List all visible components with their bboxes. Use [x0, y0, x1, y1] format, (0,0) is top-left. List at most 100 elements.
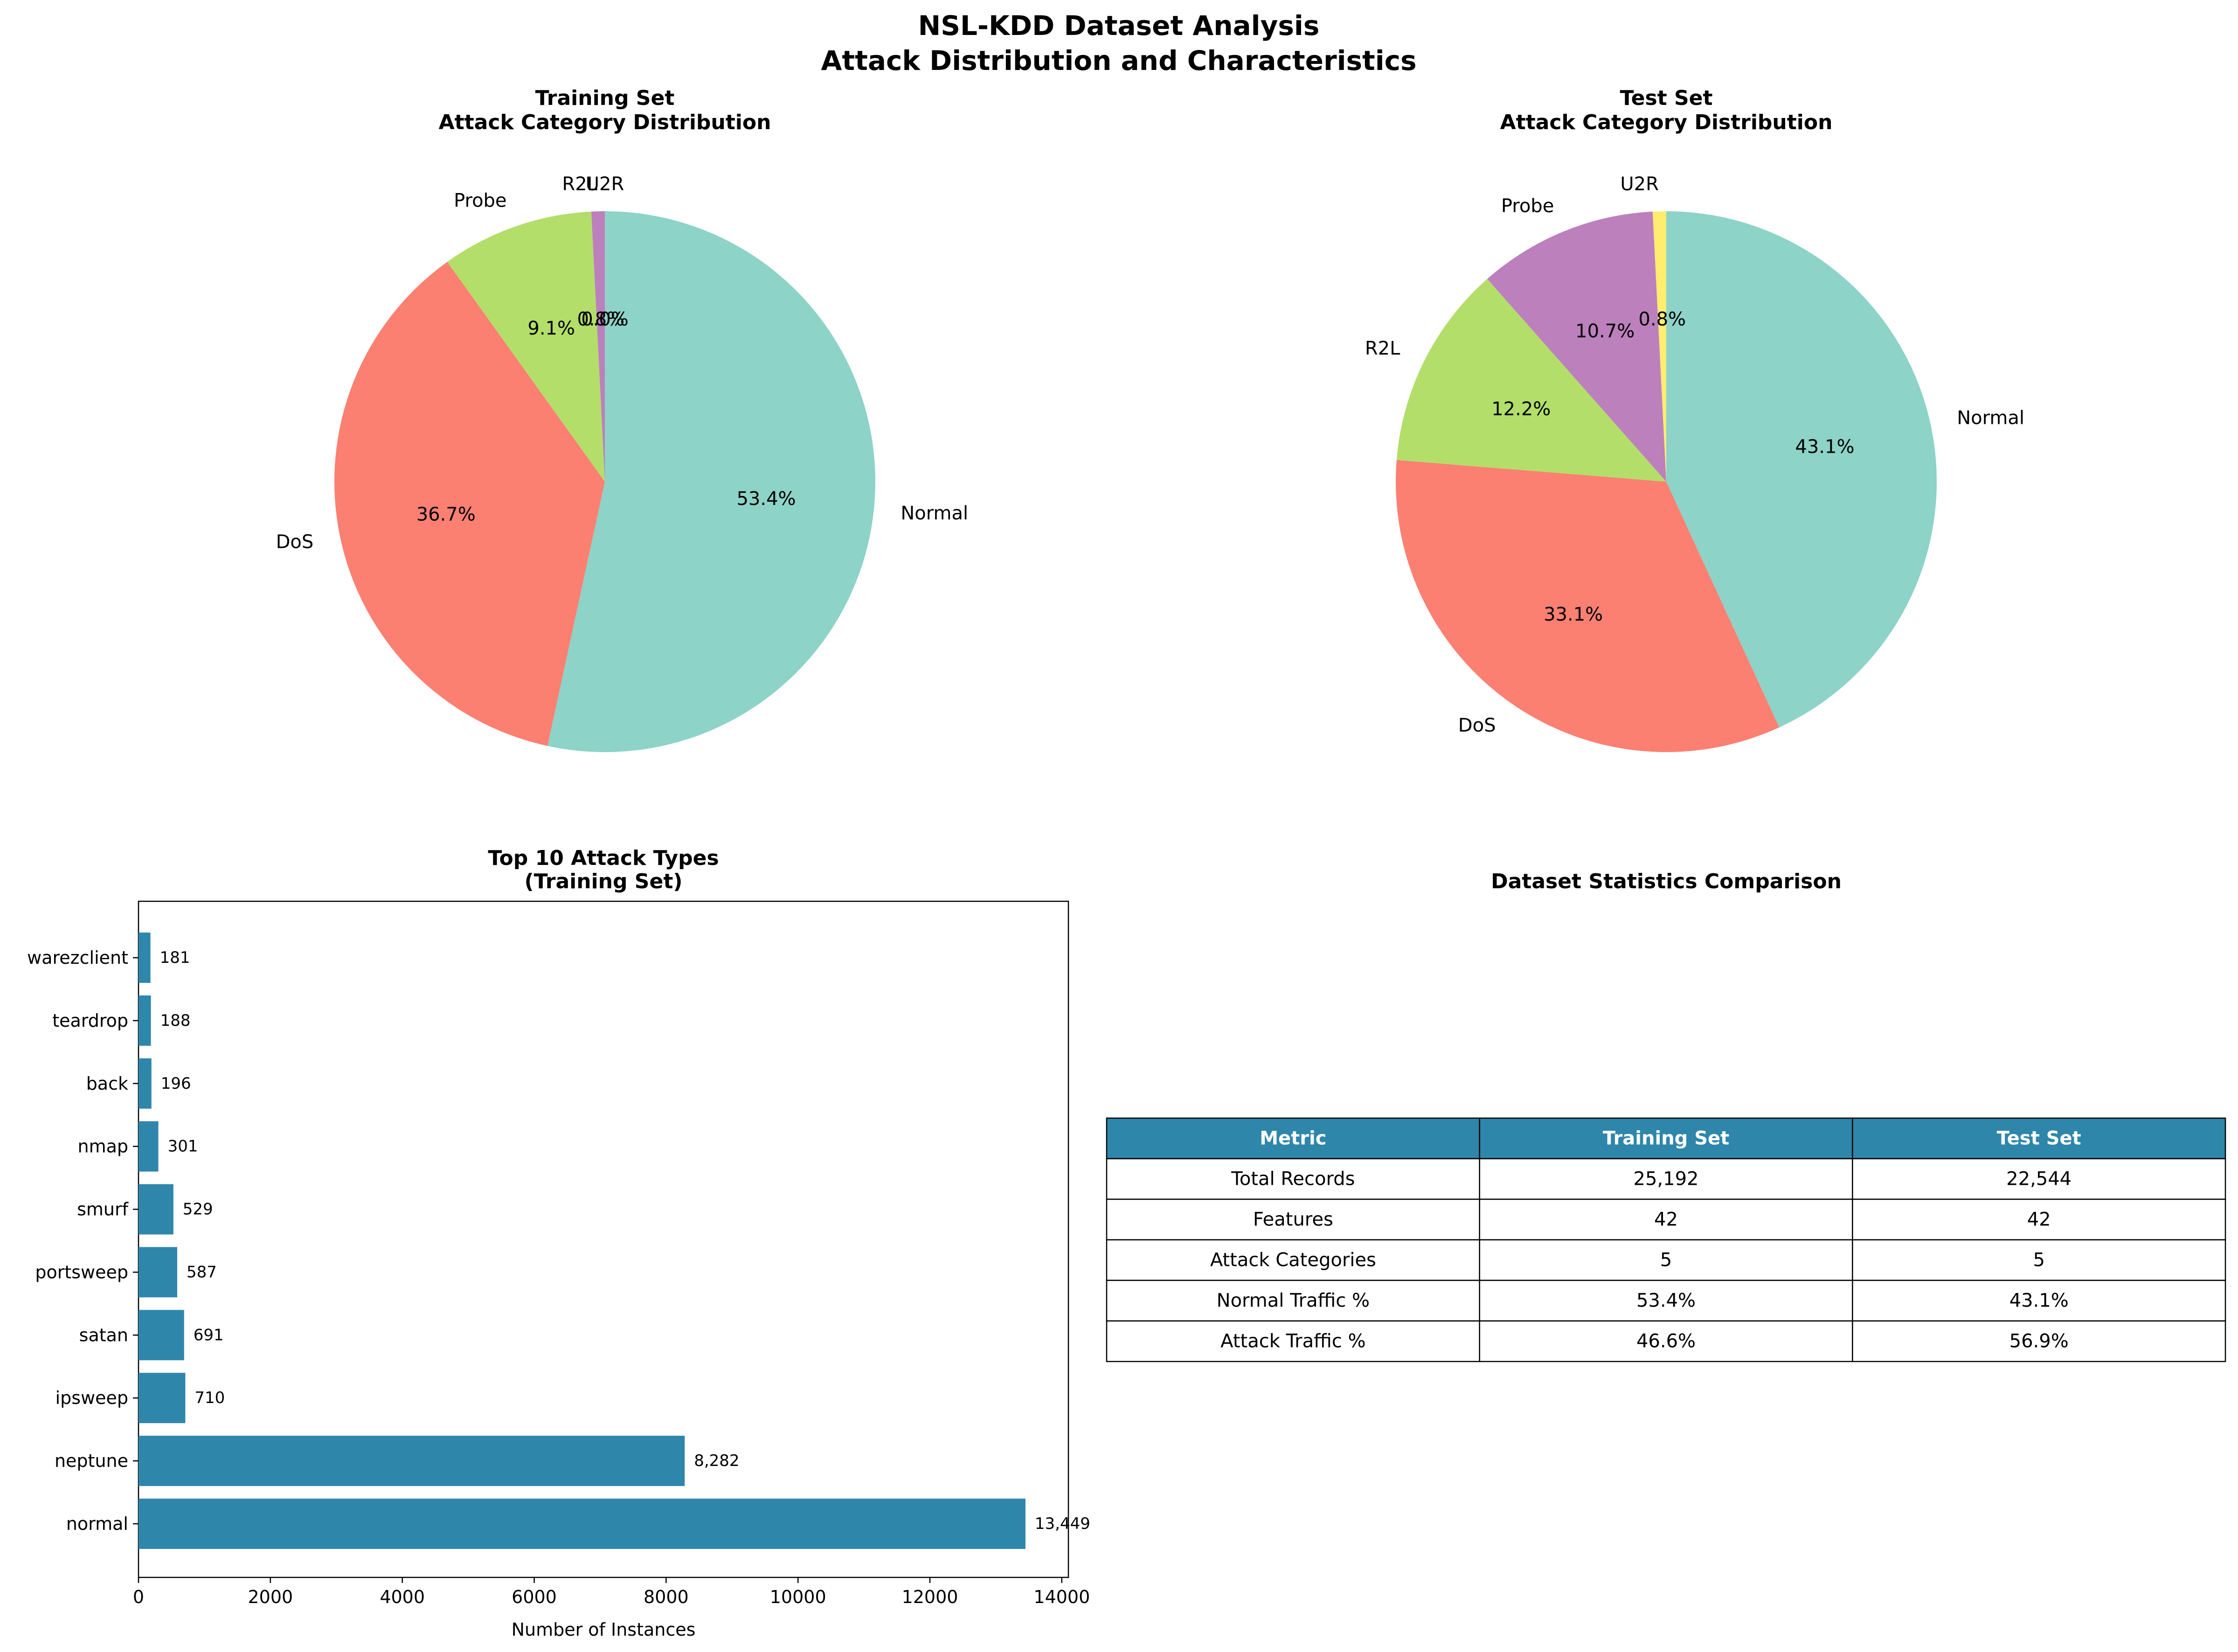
test-pie-title-line-1: Test Set — [1620, 86, 1712, 110]
table-cell-text: 25,192 — [1634, 1168, 1699, 1190]
table-cell — [1479, 1158, 1853, 1200]
train-pie-label-probe: Probe — [454, 190, 506, 212]
bar-chart-title-line-2: (Training Set) — [525, 870, 683, 893]
train-pie-pct-probe: 9.1% — [527, 318, 575, 339]
bar-nmap — [139, 1121, 159, 1172]
train-pie-label-r2l: R2L — [562, 173, 597, 195]
y-tick-label-portsweep: portsweep — [35, 1262, 128, 1282]
table-cell — [1106, 1158, 1480, 1200]
table-cell-text: 42 — [2027, 1209, 2051, 1230]
table-cell — [1106, 1320, 1480, 1362]
test-pie-slice-u2r — [1652, 211, 1666, 482]
table-cell-text: Normal Traffic % — [1217, 1290, 1370, 1312]
bar-value-satan: 691 — [194, 1326, 224, 1344]
bar-value-smurf: 529 — [183, 1200, 213, 1219]
bar-value-nmap: 301 — [168, 1137, 198, 1156]
table-cell-text: Attack Categories — [1210, 1250, 1376, 1271]
table-cell-text: 56.9% — [2009, 1331, 2069, 1352]
test-pie-pct-dos: 33.1% — [1544, 604, 1603, 625]
table-cell-text: 5 — [1660, 1250, 1672, 1271]
x-tick-label-8000: 8000 — [644, 1587, 689, 1607]
figure-title-line-2: Attack Distribution and Characteristics — [821, 45, 1417, 76]
figure-title-line-1: NSL-KDD Dataset Analysis — [918, 10, 1320, 41]
bar-satan — [139, 1310, 184, 1361]
test-pie-slice-dos — [1395, 460, 1780, 753]
test-pie-label-u2r: U2R — [1620, 173, 1659, 195]
test-pie-label-probe: Probe — [1501, 195, 1554, 217]
bar-value-neptune: 8,282 — [694, 1452, 739, 1470]
table-cell — [1106, 1198, 1480, 1241]
table-cell — [1852, 1320, 2226, 1362]
test-pie-slice-normal — [1666, 211, 1937, 727]
bar-normal — [139, 1499, 1025, 1549]
y-tick-label-smurf: smurf — [77, 1199, 129, 1220]
y-tick-label-normal: normal — [66, 1514, 128, 1534]
table-cell — [1479, 1279, 1853, 1322]
y-tick-label-ipsweep: ipsweep — [55, 1388, 128, 1408]
test-pie-pct-u2r: 0.8% — [1638, 309, 1686, 330]
x-tick-label-10000: 10000 — [770, 1587, 826, 1607]
table-cell-text: 5 — [2033, 1250, 2044, 1271]
train-pie-pct-dos: 36.7% — [416, 504, 476, 525]
table-cell-text: 22,544 — [2006, 1168, 2072, 1190]
bar-value-teardrop: 188 — [160, 1011, 191, 1030]
table-header-cell — [1852, 1117, 2226, 1160]
train-pie-pct-normal: 53.4% — [736, 488, 796, 510]
test-pie-label-normal: Normal — [1957, 408, 2024, 429]
test-pie-label-r2l: R2L — [1365, 338, 1400, 359]
train-pie-label-normal: Normal — [901, 503, 968, 524]
bar-teardrop — [139, 995, 151, 1046]
table-cell-text: Attack Traffic % — [1220, 1331, 1365, 1352]
test-pie-pct-normal: 43.1% — [1795, 436, 1854, 458]
train-pie-slice-normal — [547, 211, 875, 752]
test-pie-title-line-2: Attack Category Distribution — [1500, 111, 1833, 134]
x-tick-label-2000: 2000 — [248, 1587, 293, 1607]
train-pie-pct-r2l: 0.8% — [577, 309, 624, 330]
table-cell-text: 46.6% — [1636, 1331, 1696, 1352]
x-axis-label: Number of Instances — [512, 1619, 696, 1640]
table-cell — [1106, 1239, 1480, 1281]
y-tick-label-back: back — [86, 1073, 128, 1094]
attack-types-bar-chart: Top 10 Attack Types(Training Set) 13,449 n… — [27, 846, 1090, 1640]
y-tick-label-neptune: neptune — [55, 1451, 128, 1471]
train-pie-slice-probe — [447, 211, 605, 482]
test-pie-pct-probe: 10.7% — [1575, 321, 1635, 342]
table-cell-text: Features — [1253, 1209, 1333, 1230]
bar-ipsweep — [139, 1373, 186, 1424]
test-pie-slice-probe — [1487, 211, 1666, 482]
table-header-cell — [1106, 1117, 1480, 1160]
train-pie-title-line-1: Training Set — [535, 86, 675, 110]
table-cell-text: 42 — [1654, 1209, 1678, 1230]
train-pie-title-line-2: Attack Category Distribution — [439, 111, 771, 134]
y-tick-label-teardrop: teardrop — [52, 1010, 128, 1031]
y-tick-label-nmap: nmap — [77, 1136, 128, 1157]
bar-chart-title-line-1: Top 10 Attack Types — [488, 846, 719, 870]
bar-chart-frame — [138, 900, 1069, 1578]
table-header-text: Test Set — [1997, 1128, 2081, 1149]
table-cell-text: 43.1% — [2009, 1290, 2069, 1312]
bar-back — [139, 1058, 152, 1109]
x-tick-label-6000: 6000 — [512, 1587, 557, 1607]
test-pie-label-dos: DoS — [1458, 715, 1496, 736]
train-pie-pct-u2r: 0.0% — [581, 309, 629, 330]
bar-neptune — [139, 1436, 685, 1486]
x-tick-label-4000: 4000 — [380, 1587, 425, 1607]
bar-warezclient — [139, 933, 151, 983]
test-pie-pct-r2l: 12.2% — [1491, 398, 1551, 420]
table-cell — [1479, 1320, 1853, 1362]
table-cell — [1852, 1239, 2226, 1281]
bar-smurf — [139, 1184, 173, 1235]
y-tick-label-satan: satan — [79, 1325, 128, 1345]
table-title-line-1: Dataset Statistics Comparison — [1491, 870, 1842, 893]
bar-value-normal: 13,449 — [1035, 1514, 1090, 1533]
table-cell-text: 53.4% — [1636, 1290, 1696, 1312]
bar-value-back: 196 — [161, 1074, 191, 1093]
table-cell — [1479, 1239, 1853, 1281]
train-pie-slice-dos — [334, 262, 605, 746]
bar-value-warezclient: 181 — [160, 948, 190, 967]
train-pie-label-u2r: U2R — [586, 173, 624, 195]
table-cell-text: Total Records — [1231, 1168, 1355, 1190]
